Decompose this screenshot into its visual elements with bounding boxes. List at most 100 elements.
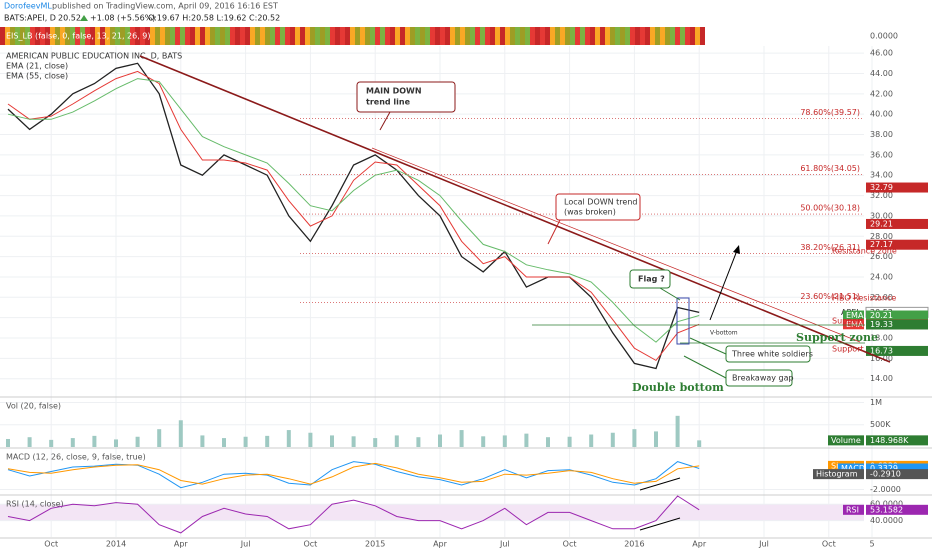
price-tag-text: 0.3329 (870, 464, 898, 473)
eis-cell (470, 27, 475, 45)
volume-bar (416, 437, 421, 447)
eis-cell (595, 27, 600, 45)
x-tick-label: Jul (499, 540, 510, 549)
arrow-head (733, 245, 740, 254)
y-tick-label: 44.00 (870, 69, 893, 78)
eis-cell (700, 27, 705, 45)
eis-cell (505, 27, 510, 45)
price-tag-text: 19.33 (870, 320, 893, 329)
eis-cell (220, 27, 225, 45)
eis-cell (415, 27, 420, 45)
eis-cell (355, 27, 360, 45)
fib-label: 38.20%(26.31) (800, 243, 860, 252)
eis-cell (510, 27, 515, 45)
eis-cell (65, 27, 70, 45)
price-tag-text: 29.21 (870, 219, 893, 228)
volume-bar (200, 435, 205, 447)
eis-cell (15, 27, 20, 45)
volume-bar (438, 434, 442, 447)
eis-cell (480, 27, 485, 45)
price-tag-text: 20.21 (870, 311, 893, 320)
series-line (7, 70, 700, 362)
eis-cell (590, 27, 595, 45)
eis-cell (410, 27, 415, 45)
eis-cell (230, 27, 235, 45)
callout-pointer (379, 111, 391, 131)
x-tick-label: Jul (758, 540, 769, 549)
eis-cell (245, 27, 250, 45)
eis-cell (440, 27, 445, 45)
eis-tick: 0.0000 (870, 32, 898, 41)
callout (629, 269, 671, 289)
volume-bar (114, 439, 118, 447)
legend-entry: EMA (21, close) (6, 62, 68, 71)
eis-cell (580, 27, 585, 45)
series-line (7, 495, 700, 534)
tag-name (828, 435, 864, 446)
eis-cell (35, 27, 40, 45)
y-tick-label: 1M (870, 398, 882, 407)
eis-cell (400, 27, 405, 45)
eis-cell (310, 27, 315, 45)
volume-bar (675, 415, 680, 447)
price-tag (866, 504, 928, 515)
y-tick-label: 40.00 (870, 110, 893, 119)
ohlc: O:19.67 H:20.58 L:19.62 C:20.52 (148, 14, 280, 23)
eis-cell (635, 27, 640, 45)
volume-bar (49, 439, 54, 447)
eis-cell (475, 27, 480, 45)
volume-bar (654, 431, 658, 447)
eis-cell (485, 27, 490, 45)
eis-cell (225, 27, 230, 45)
eis-cell (650, 27, 655, 45)
tag-name-text: Histogram (816, 470, 858, 479)
y-tick-label: 18.00 (870, 334, 893, 343)
volume-bar (265, 435, 270, 447)
up-arrow (80, 15, 88, 21)
price-tag-text: 53.1582 (870, 505, 903, 514)
annotation: FIBO Resistance (832, 294, 896, 303)
rsi-band (0, 504, 864, 521)
divergence-arrow (639, 477, 681, 491)
eis-cell (290, 27, 295, 45)
eis-cell (465, 27, 470, 45)
volume-bar (92, 435, 97, 447)
eis-cell (350, 27, 355, 45)
eis-cell (395, 27, 400, 45)
x-tick-label: 5 (869, 540, 874, 549)
eis-cell (285, 27, 290, 45)
eis-cell (260, 27, 265, 45)
eis-cell (645, 27, 650, 45)
eis-cell (375, 27, 380, 45)
volume-bar (481, 436, 486, 447)
price-tag-text: 148.968K (870, 436, 909, 445)
volume-bar (632, 429, 637, 447)
fib-label: 78.60%(39.57) (800, 108, 860, 117)
eis-cell (320, 27, 325, 45)
price-tag-text: 16.73 (870, 346, 893, 355)
eis-cell (265, 27, 270, 45)
eis-cell (535, 27, 540, 45)
eis-cell (145, 27, 150, 45)
annotation: Support (832, 317, 864, 326)
x-tick-label: 2014 (106, 540, 126, 549)
eis-cell (100, 27, 105, 45)
volume-bar (394, 435, 399, 447)
volume-bar (308, 432, 313, 447)
eis-cell (450, 27, 455, 45)
volume-bar (330, 435, 334, 447)
volume-bar (178, 420, 183, 447)
volume-bar (502, 435, 507, 447)
y-tick-label: 30.00 (870, 211, 893, 220)
eis-cell (205, 27, 210, 45)
eis-cell (5, 27, 10, 45)
y-tick-label: 38.00 (870, 130, 893, 139)
callout (555, 193, 641, 221)
price-tag-text: 27.17 (870, 240, 893, 249)
eis-cell (500, 27, 505, 45)
volume-bar (243, 436, 248, 447)
eis-cell (175, 27, 180, 45)
annotation: MAIN DOWN (366, 87, 422, 96)
volume-bar (524, 433, 529, 447)
